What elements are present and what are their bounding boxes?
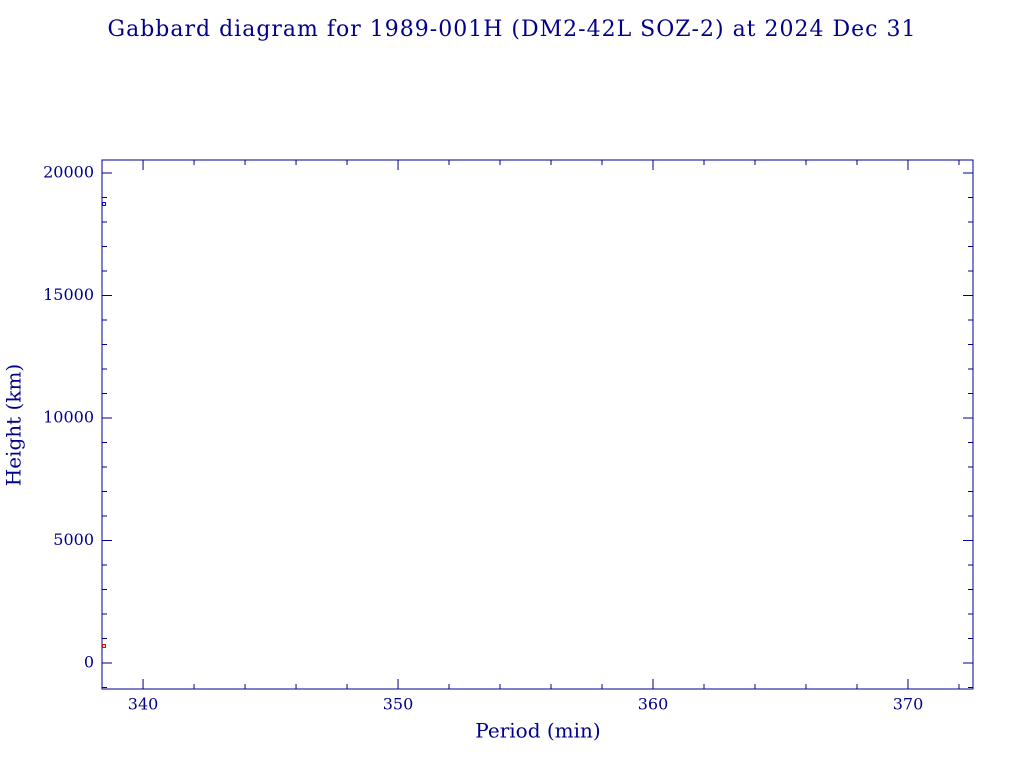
x-axis-label: Period (min) (475, 719, 600, 743)
y-axis-label: Height (km) (2, 364, 26, 486)
y-tick-label: 10000 (43, 407, 94, 426)
point (102, 644, 107, 649)
x-tick-label: 360 (638, 695, 669, 714)
y-tick-label: 5000 (53, 530, 94, 549)
y-tick-label: 0 (84, 653, 94, 672)
y-tick-label: 20000 (43, 162, 94, 181)
plot-frame (101, 159, 974, 690)
x-tick-label: 340 (128, 695, 159, 714)
x-tick-label: 370 (893, 695, 924, 714)
point (102, 201, 107, 206)
y-tick-label: 15000 (43, 285, 94, 304)
chart-title: Gabbard diagram for 1989-001H (DM2-42L S… (108, 17, 917, 42)
x-tick-label: 350 (383, 695, 414, 714)
